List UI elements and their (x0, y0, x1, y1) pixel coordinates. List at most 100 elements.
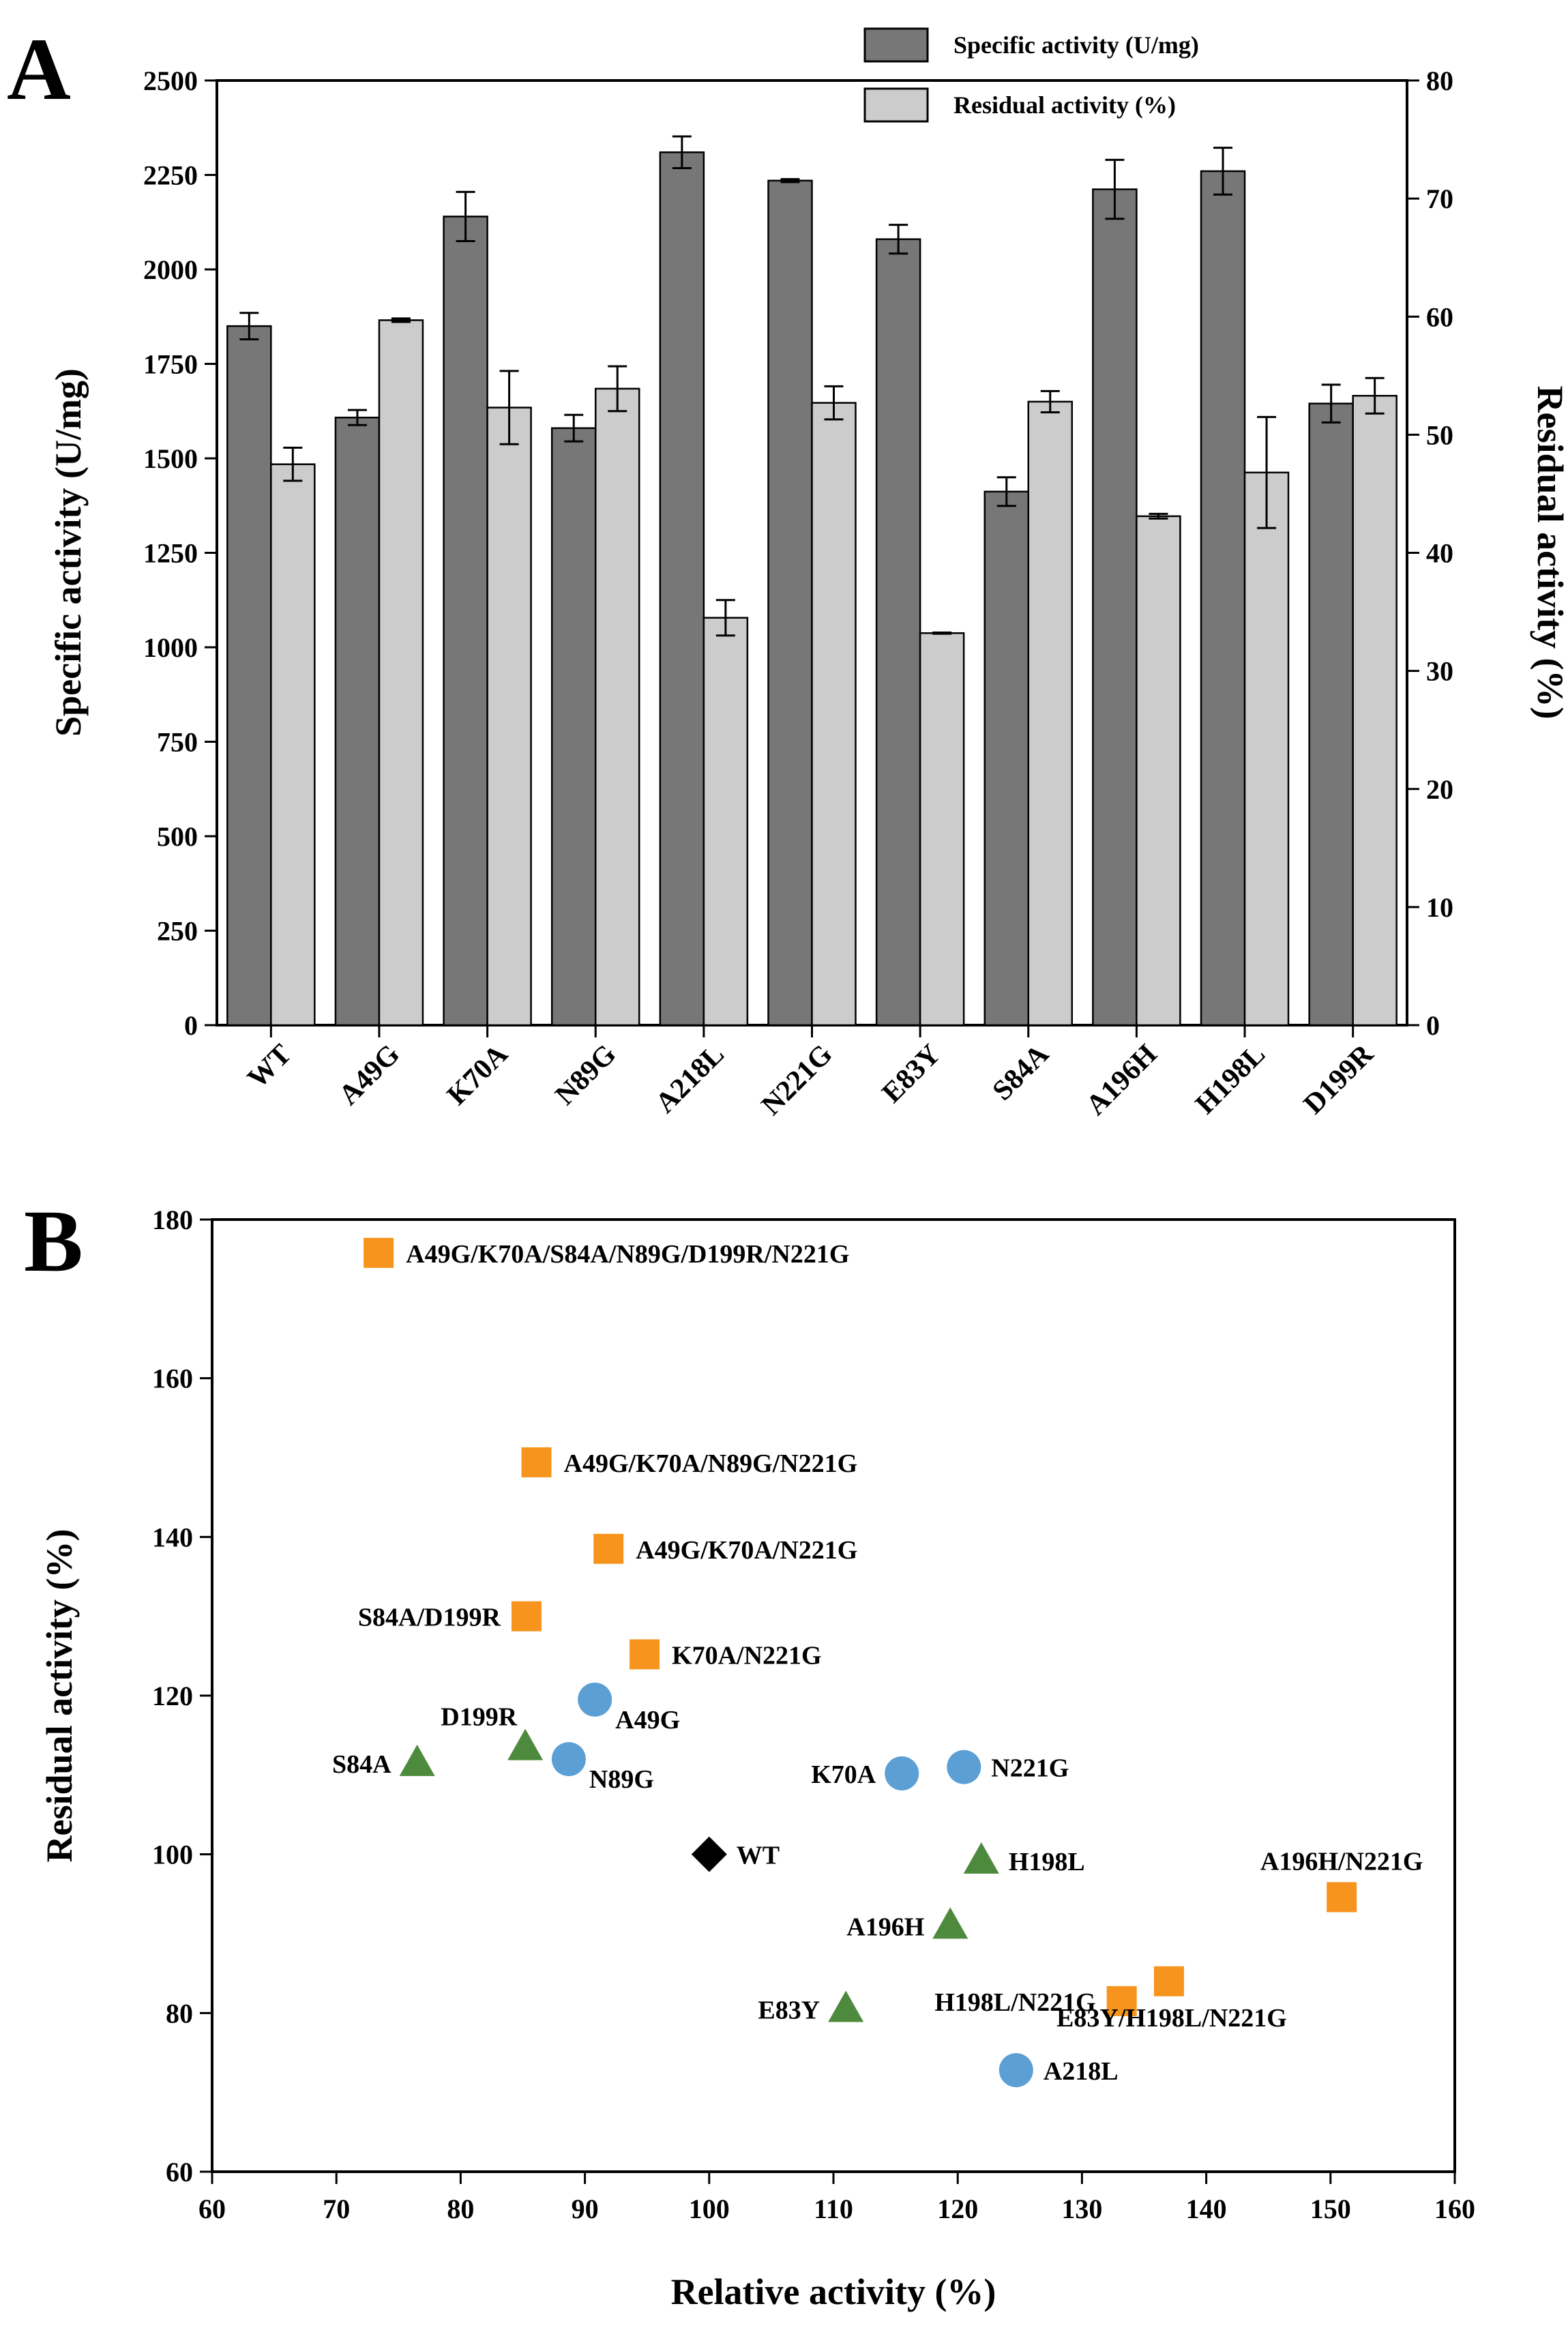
left-y-tick-label-2250: 2250 (143, 160, 198, 191)
point-label-s84a-d199r: S84A/D199R (358, 1604, 501, 1632)
panel-b-axes: 60 70 80 90 100 110 120 130 140 150 160 60 80 100 120 1… (152, 1205, 1475, 2224)
panel-a-legend: Specific activity (U/mg) Residual activi… (863, 27, 1199, 123)
point-label-n221g: N221G (991, 1754, 1069, 1783)
point-a49g (578, 1682, 612, 1717)
point-label-h198l-n221g: H198L/N221G (934, 1988, 1095, 2017)
point-a49g-k70a-n89g-n221g (521, 1447, 552, 1477)
x-tick-label-110: 110 (814, 2194, 853, 2224)
x-tick-label-n89g: N89G (550, 1039, 623, 1112)
point-label-a49g-k70a-n89g-n221g: A49G/K70A/N89G/N221G (564, 1449, 858, 1478)
point-label-k70a-n221g: K70A/N221G (672, 1642, 822, 1670)
left-y-tick-label-1500: 1500 (143, 443, 198, 474)
panel-b-letter: B (24, 1192, 83, 1290)
point-k70a (885, 1756, 919, 1791)
bar-k70a-residual (486, 407, 532, 1027)
point-a196h (932, 1907, 968, 1939)
bar-a218l-residual (702, 617, 749, 1027)
y-tick-label-60: 60 (166, 2157, 193, 2187)
x-tick-label-a49g: A49G (333, 1039, 406, 1112)
right-y-tick-label-10: 10 (1426, 892, 1453, 923)
point-wt (691, 1836, 727, 1872)
right-y-tick-label-0: 0 (1426, 1010, 1440, 1041)
left-y-tick-label-750: 750 (157, 727, 198, 758)
point-label-a49g-k70a-s84a-n89g-d199r-n221g: A49G/K70A/S84A/N89G/D199R/N221G (406, 1240, 849, 1269)
y-tick-label-180: 180 (152, 1205, 193, 1235)
point-label-a218l: A218L (1044, 2057, 1119, 2086)
panel-a-letter: A (7, 20, 71, 119)
point-h198l (963, 1842, 999, 1874)
legend-label-residual-activity: Residual activity (%) (953, 91, 1176, 119)
y-tick-label-100: 100 (152, 1840, 193, 1870)
x-tick-label-130: 130 (1061, 2194, 1102, 2224)
point-a218l (999, 2053, 1033, 2088)
bar-wt-residual (270, 463, 316, 1027)
bar-h198l-specific (1200, 170, 1246, 1027)
x-tick-label-160: 160 (1434, 2194, 1475, 2224)
panel-a: A 02505007501000125015001750200022502500… (7, 20, 1568, 1121)
point-label-n89g: N89G (589, 1765, 654, 1794)
point-a196h-n221g (1327, 1882, 1357, 1913)
point-e83y-h198l-n221g (1153, 1966, 1184, 1996)
panel-a-category-labels: WT A49G K70A N89G A218L N221G E83Y S84A A196H H19… (241, 1025, 1380, 1121)
point-a49g-k70a-n221g (593, 1533, 624, 1564)
right-y-tick-label-70: 70 (1426, 183, 1453, 214)
point-s84a-d199r (511, 1601, 542, 1632)
bar-d199r-residual (1352, 394, 1397, 1027)
legend-swatch-residual-activity (863, 87, 929, 123)
panel-a-y2-axis-title: Residual activity (%) (1530, 386, 1568, 720)
x-tick-label-e83y: E83Y (876, 1039, 947, 1109)
bar-a196h-specific (1092, 188, 1138, 1027)
y-tick-label-140: 140 (152, 1522, 193, 1552)
right-y-tick-label-50: 50 (1426, 419, 1453, 450)
x-tick-label-n221g: N221G (756, 1039, 839, 1122)
panel-a-right-axis: 0 10 20 30 40 50 60 70 80 (1407, 65, 1453, 1041)
point-label-d199r: D199R (441, 1703, 517, 1732)
x-tick-label-d199r: D199R (1298, 1038, 1380, 1120)
bar-h198l-residual (1243, 471, 1290, 1027)
bar-wt-specific (226, 325, 272, 1027)
left-y-tick-label-1000: 1000 (143, 632, 198, 663)
point-label-wt: WT (737, 1842, 780, 1870)
left-y-tick-label-0: 0 (184, 1010, 198, 1041)
bar-a218l-specific (659, 151, 705, 1027)
x-tick-label-140: 140 (1186, 2194, 1227, 2224)
bar-n221g-specific (767, 179, 813, 1027)
y-tick-label-80: 80 (166, 1998, 193, 2028)
right-y-tick-label-60: 60 (1426, 301, 1453, 332)
panel-a-left-axis: 0 250 500 750 1000 1250 1500 1750 2000 2250 2500 (143, 65, 217, 1041)
x-tick-label-s84a: S84A (987, 1038, 1056, 1107)
bar-n221g-residual (811, 402, 857, 1027)
x-tick-label-100: 100 (689, 2194, 730, 2224)
panel-b-x-axis-title: Relative activity (%) (671, 2271, 996, 2312)
legend-swatch-specific-activity (863, 27, 929, 63)
point-label-a196h-n221g: A196H/N221G (1260, 1847, 1423, 1876)
point-label-s84a: S84A (332, 1750, 391, 1779)
bar-n89g-residual (594, 387, 640, 1027)
bar-a49g-residual (378, 319, 424, 1027)
bar-a49g-specific (334, 416, 381, 1027)
bar-e83y-residual (919, 632, 965, 1027)
right-y-tick-label-30: 30 (1426, 656, 1453, 687)
point-n221g (947, 1750, 981, 1784)
y-tick-label-160: 160 (152, 1363, 193, 1394)
x-tick-label-80: 80 (447, 2194, 474, 2224)
point-label-e83y-h198l-n221g: E83Y/H198L/N221G (1056, 2004, 1287, 2033)
point-label-a196h: A196H (846, 1913, 924, 1941)
left-y-tick-label-2500: 2500 (143, 65, 198, 96)
point-n89g (551, 1742, 586, 1777)
y-tick-label-120: 120 (152, 1681, 193, 1711)
bar-k70a-specific (443, 216, 488, 1027)
left-y-tick-label-2000: 2000 (143, 254, 198, 285)
point-k70a-n221g (630, 1639, 660, 1670)
point-label-e83y: E83Y (758, 1996, 820, 2025)
point-label-a49g-k70a-n221g: A49G/K70A/N221G (636, 1536, 857, 1565)
panel-a-bars (226, 135, 1397, 1027)
right-y-tick-label-20: 20 (1426, 774, 1453, 805)
bar-a196h-residual (1136, 515, 1181, 1027)
bar-s84a-specific (983, 490, 1030, 1027)
panel-b-y-axis-title: Residual activity (%) (39, 1529, 80, 1863)
bar-s84a-residual (1027, 400, 1074, 1027)
x-tick-label-wt: WT (241, 1039, 297, 1095)
x-tick-label-a196h: A196H (1080, 1039, 1164, 1122)
